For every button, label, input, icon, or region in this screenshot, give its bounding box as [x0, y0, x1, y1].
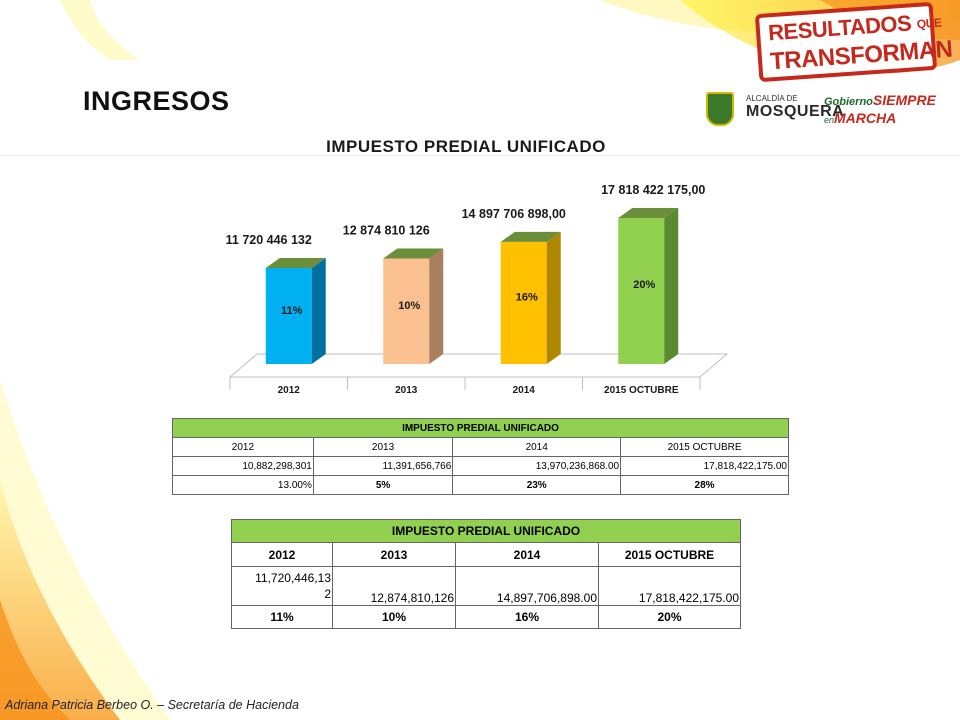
table-2-cell-line: 11,720,446,13: [255, 571, 331, 585]
table-1-header-row: 2012 2013 2014 2015 OCTUBRE: [172, 437, 789, 457]
table-2-cell-line: 2: [324, 587, 331, 601]
table-2-cell: 14,897,706,898.00: [455, 566, 599, 606]
marcha-word: MARCHA: [834, 110, 897, 126]
bar-percent-label: 11%: [281, 305, 303, 317]
table-2-cell: 11%: [231, 605, 333, 629]
x-tick-label: 2015 OCTUBRE: [604, 385, 679, 396]
table-1-header: 2015 OCTUBRE: [620, 437, 789, 457]
shield-icon: [706, 92, 734, 126]
footer-credit: Adriana Patricia Berbeo O. – Secretaría …: [5, 698, 299, 712]
table-2-percent-row: 11% 10% 16% 20%: [231, 605, 741, 629]
table-1: IMPUESTO PREDIAL UNIFICADO 2012 2013 201…: [172, 418, 789, 495]
bar-top: [265, 257, 326, 268]
bar-value-label: 17 818 422 175,00: [601, 183, 705, 197]
table-1-cell: 28%: [620, 475, 789, 495]
bar: [500, 241, 547, 364]
table-1-values-row: 10,882,298,301 11,391,656,766 13,970,236…: [172, 456, 789, 476]
bar-percent-label: 10%: [398, 300, 420, 312]
bar-value-label: 12 874 810 126: [343, 224, 430, 238]
table-1-cell: 13,970,236,868.00: [452, 456, 622, 476]
alcaldia-big: MOSQUERA: [746, 103, 845, 120]
table-2-header: 2013: [332, 542, 456, 567]
table-1-header: 2013: [312, 437, 454, 457]
bar-side: [546, 231, 561, 364]
bar-top: [383, 248, 444, 259]
table-1-cell: 13.00%: [172, 475, 314, 495]
table-2-values-row: 11,720,446,13 2 12,874,810,126 14,897,706…: [231, 566, 741, 606]
table-1-cell: 11,391,656,766: [312, 456, 454, 476]
table-1-header: 2012: [172, 437, 314, 457]
table-2-header: 2012: [231, 542, 333, 567]
table-1-cell: 17,818,422,175.00: [620, 456, 789, 476]
table-2-cell: 11,720,446,13 2: [231, 566, 333, 606]
table-1-cell: 10,882,298,301: [172, 456, 314, 476]
bar-top: [500, 231, 561, 242]
table-2-cell: 12,874,810,126: [332, 566, 456, 606]
chart-title: IMPUESTO PREDIAL UNIFICADO: [0, 137, 960, 157]
x-tick-label: 2014: [513, 385, 536, 396]
gobierno-word: Gobierno: [824, 96, 873, 108]
en-word: en: [824, 115, 835, 125]
bar-side: [311, 257, 326, 364]
gobierno-logo: GobiernoSIEMPRE enMARCHA: [824, 92, 936, 128]
table-2-cell: 10%: [332, 605, 456, 629]
bar-percent-label: 20%: [633, 279, 655, 291]
x-tick-label: 2012: [278, 385, 301, 396]
bar: [618, 218, 665, 364]
alcaldia-small: ALCALDÍA DE: [746, 94, 798, 103]
table-1-percent-row: 13.00% 5% 23% 28%: [172, 475, 789, 495]
table-1-header: 2014: [452, 437, 622, 457]
siempre-word: SIEMPRE: [872, 92, 936, 108]
table-2-header: 2014: [455, 542, 599, 567]
bar-percent-label: 16%: [516, 292, 538, 304]
table-1-title: IMPUESTO PREDIAL UNIFICADO: [172, 418, 789, 438]
bar-side: [429, 248, 444, 364]
table-2: IMPUESTO PREDIAL UNIFICADO 2012 2013 201…: [231, 519, 741, 629]
table-2-header: 2015 OCTUBRE: [598, 542, 741, 567]
slide-title: INGRESOS: [83, 86, 230, 116]
bar: [265, 267, 312, 364]
bar-value-label: 11 720 446 132: [226, 233, 312, 247]
bar: [383, 258, 430, 364]
table-2-cell: 16%: [455, 605, 599, 629]
alcaldia-logo: ALCALDÍA DE MOSQUERA: [706, 92, 844, 126]
bar-side: [664, 208, 679, 364]
bar-value-label: 14 897 706 898,00: [462, 207, 566, 221]
chart-title-text: IMPUESTO PREDIAL UNIFICADO: [326, 137, 606, 156]
table-2-title: IMPUESTO PREDIAL UNIFICADO: [231, 519, 741, 543]
table-2-header-row: 2012 2013 2014 2015 OCTUBRE: [231, 542, 741, 567]
bar-top: [618, 208, 679, 218]
table-2-cell: 20%: [598, 605, 741, 629]
table-1-cell: 5%: [312, 475, 454, 495]
x-tick-label: 2013: [395, 385, 418, 396]
table-1-cell: 23%: [452, 475, 622, 495]
table-2-cell: 17,818,422,175.00: [598, 566, 741, 606]
